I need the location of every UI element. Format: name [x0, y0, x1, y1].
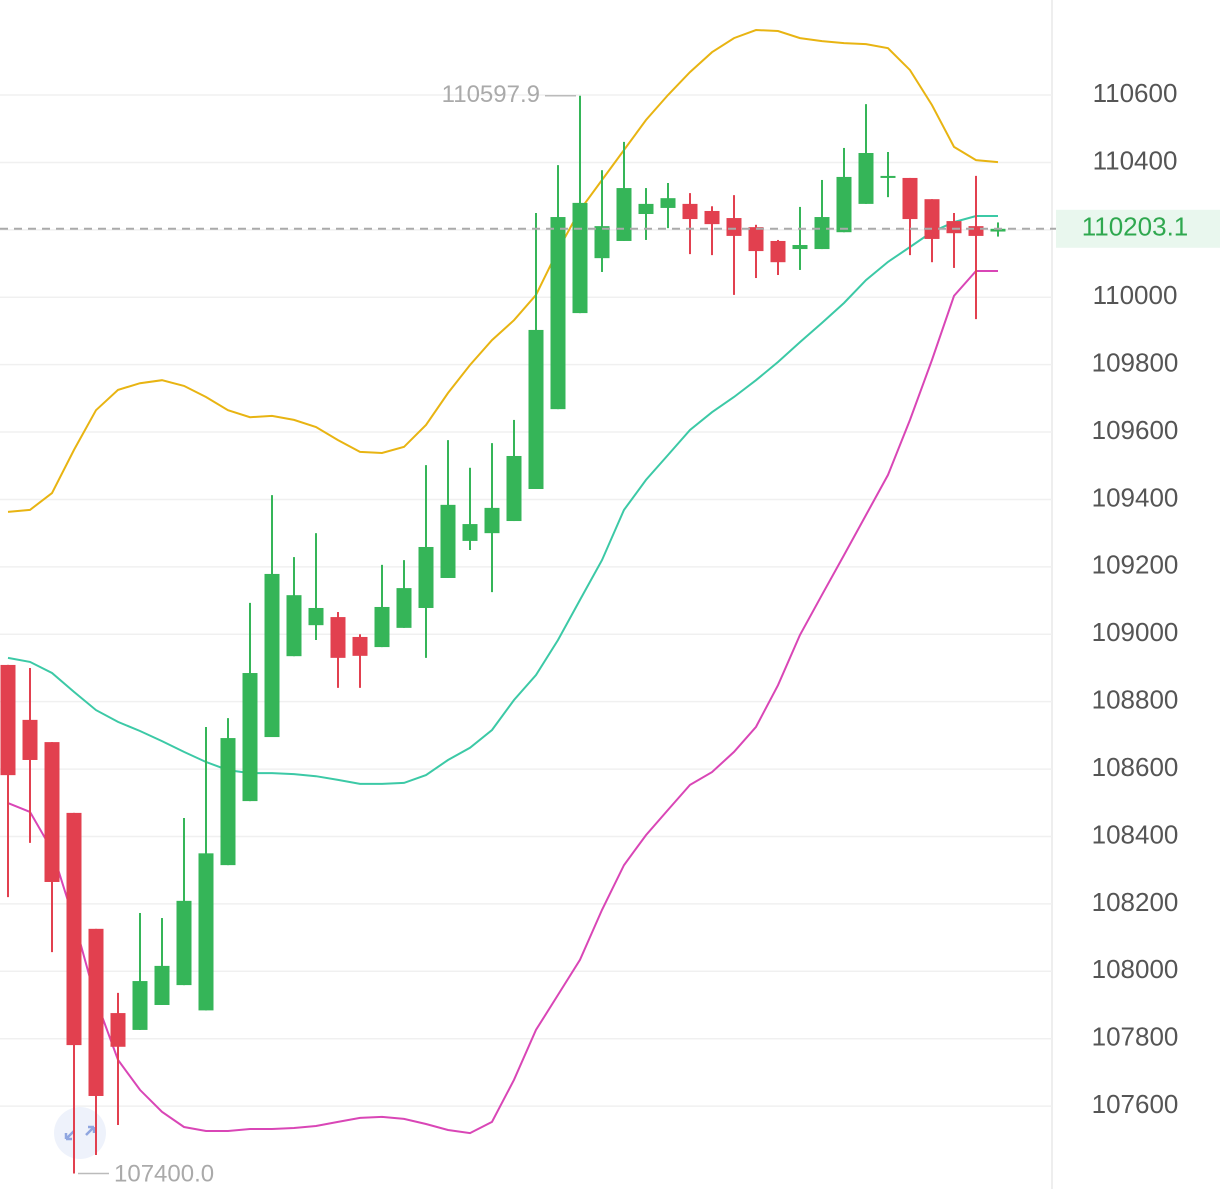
candle-body: [44, 742, 60, 882]
candle-body: [770, 240, 786, 263]
candle-body: [990, 228, 1006, 232]
candle-body: [638, 203, 654, 215]
candle-body: [682, 203, 698, 220]
candle-body: [374, 606, 390, 648]
candle-body: [946, 221, 962, 234]
y-tick-label: 109400: [1092, 482, 1179, 512]
candle-body: [748, 227, 764, 252]
candle-body: [308, 607, 324, 626]
candle-body: [858, 153, 874, 204]
y-tick-label: 110600: [1093, 78, 1178, 108]
candle-body: [726, 218, 742, 236]
candle-body: [462, 524, 478, 541]
candle-body: [330, 617, 346, 658]
band-line: [7, 270, 998, 1135]
candle-body: [814, 217, 830, 250]
candle-body: [704, 210, 720, 225]
candle-body: [484, 507, 500, 534]
y-tick-label: 109200: [1092, 550, 1179, 580]
candle-body: [968, 226, 984, 236]
candle-body: [440, 504, 456, 578]
y-tick-label: 107600: [1092, 1089, 1179, 1119]
y-tick-label: 109600: [1092, 415, 1179, 445]
candle-body: [924, 199, 940, 239]
last-price-label: 110203.1: [1082, 212, 1189, 242]
candle-body: [418, 546, 434, 608]
candle-body: [616, 188, 632, 241]
icon-bg: [54, 1107, 106, 1159]
icon-arrows: [64, 1125, 96, 1141]
candle-body: [528, 329, 544, 490]
candle-body: [220, 738, 236, 866]
y-tick-label: 109000: [1092, 617, 1179, 647]
candle-body: [0, 664, 16, 776]
y-tick-label: 108200: [1092, 887, 1179, 917]
candle-body: [176, 900, 192, 986]
y-tick-label: 110000: [1093, 280, 1178, 310]
candle-body: [286, 595, 302, 657]
low-annotation: 107400.0: [114, 1160, 214, 1187]
last-price-bg: [1056, 209, 1220, 248]
y-tick-label: 108400: [1092, 819, 1179, 849]
candle-body: [836, 176, 852, 233]
candle-body: [154, 965, 170, 1005]
candle-body: [880, 175, 896, 178]
candle-body: [110, 1013, 126, 1047]
candle-body: [242, 673, 258, 802]
candle-body: [88, 928, 104, 1096]
candle-body: [132, 981, 148, 1030]
band-line: [7, 215, 998, 785]
candle-body: [660, 198, 676, 208]
candle-body: [572, 202, 588, 314]
candle-body: [198, 853, 214, 1011]
y-tick-label: 108000: [1092, 954, 1179, 984]
candle-body: [264, 573, 280, 738]
candle-body: [902, 177, 918, 220]
candle-body: [506, 455, 522, 522]
y-tick-label: 108800: [1092, 685, 1179, 715]
candle-body: [792, 245, 808, 250]
y-tick-label: 107800: [1092, 1022, 1179, 1052]
candle-body: [22, 719, 38, 760]
candle-body: [396, 588, 412, 628]
y-tick-label: 109800: [1092, 348, 1179, 378]
y-tick-label: 108600: [1092, 752, 1179, 782]
expand-icon[interactable]: [54, 1107, 106, 1159]
y-tick-label: 110400: [1093, 145, 1178, 175]
band-line: [7, 28, 999, 513]
candle-body: [352, 636, 368, 656]
candle-body: [594, 226, 610, 259]
high-annotation: 110597.9: [442, 81, 540, 108]
candle-body: [550, 217, 566, 410]
candle-body: [66, 812, 82, 1046]
